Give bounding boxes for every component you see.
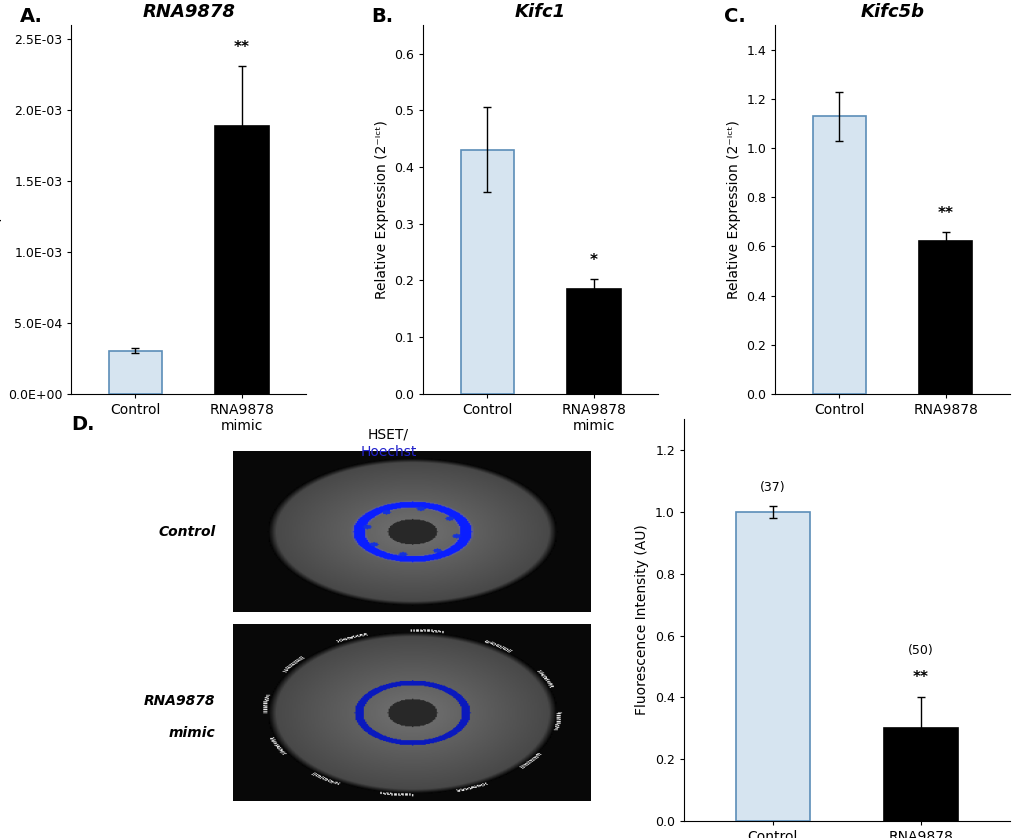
Y-axis label: Relative Expression (2⁻ᴵᶜᵗ): Relative Expression (2⁻ᴵᶜᵗ) <box>726 120 740 299</box>
Text: HSET/: HSET/ <box>368 427 409 441</box>
Y-axis label: Fluorescence Intensity (AU): Fluorescence Intensity (AU) <box>635 525 649 716</box>
Title: Kifc5b: Kifc5b <box>860 3 923 21</box>
Bar <box>215 126 268 394</box>
Y-axis label: Relative Expression (2⁻ᴵᶜᵗ): Relative Expression (2⁻ᴵᶜᵗ) <box>374 120 388 299</box>
Bar <box>735 512 809 821</box>
Text: B.: B. <box>371 7 393 26</box>
Text: (37): (37) <box>759 480 785 494</box>
Title: RNA9878: RNA9878 <box>142 3 235 21</box>
Y-axis label: Relative Expression (2⁻ᴵᶜᵗ): Relative Expression (2⁻ᴵᶜᵗ) <box>0 120 2 299</box>
Text: RNA9878: RNA9878 <box>144 694 215 707</box>
Text: C.: C. <box>722 7 745 26</box>
Text: D.: D. <box>71 415 95 434</box>
Bar <box>883 728 957 821</box>
Text: Hoechst: Hoechst <box>360 445 416 459</box>
Text: (50): (50) <box>907 644 933 657</box>
Text: **: ** <box>233 40 250 55</box>
Bar <box>567 289 620 394</box>
Text: Control: Control <box>158 525 215 539</box>
Title: Kifc1: Kifc1 <box>515 3 566 21</box>
Text: A.: A. <box>19 7 43 26</box>
Text: **: ** <box>912 670 928 685</box>
Bar <box>109 350 162 394</box>
Bar <box>812 116 865 394</box>
Text: mimic: mimic <box>168 726 215 740</box>
Text: **: ** <box>936 205 953 220</box>
Bar <box>918 241 971 394</box>
Bar <box>461 150 514 394</box>
Text: *: * <box>589 252 597 267</box>
